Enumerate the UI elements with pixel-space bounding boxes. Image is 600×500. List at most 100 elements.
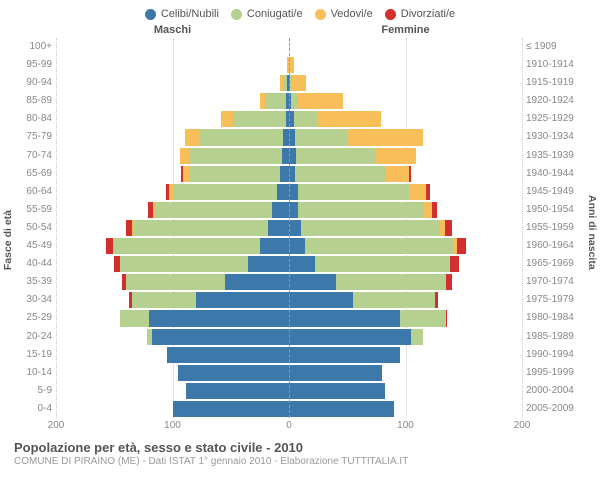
age-label: 20-24 [10,328,52,346]
yaxis-right-labels: ≤ 19091910-19141915-19191920-19241925-19… [522,38,590,418]
header-male: Maschi [56,24,289,36]
age-label: 85-89 [10,92,52,110]
age-label: 75-79 [10,128,52,146]
birth-year-label: 2005-2009 [526,400,590,418]
birth-year-label: 1915-1919 [526,74,590,92]
birth-year-label: 1925-1929 [526,110,590,128]
male-bar [56,347,289,363]
x-tick: 200 [514,420,531,431]
age-label: 55-59 [10,201,52,219]
male-bar [56,238,289,254]
legend-label: Coniugati/e [247,8,303,20]
female-bar [289,238,522,254]
legend-item: Divorziati/e [385,8,455,20]
legend-swatch [231,9,242,20]
male-bar [56,220,289,236]
footer-title: Popolazione per età, sesso e stato civil… [14,440,590,455]
female-bar [289,292,522,308]
male-bar [56,310,289,326]
female-bar [289,129,522,145]
male-bar [56,292,289,308]
age-label: 50-54 [10,219,52,237]
male-bar [56,401,289,417]
birth-year-label: 1985-1989 [526,328,590,346]
age-label: 70-74 [10,147,52,165]
legend-swatch [145,9,156,20]
female-bar [289,401,522,417]
footer-subtitle: COMUNE DI PIRAINO (ME) - Dati ISTAT 1° g… [14,456,590,467]
birth-year-label: 1960-1964 [526,237,590,255]
x-tick: 100 [397,420,414,431]
female-bar [289,75,522,91]
legend-label: Vedovi/e [331,8,373,20]
legend-swatch [315,9,326,20]
male-bar [56,365,289,381]
legend-item: Vedovi/e [315,8,373,20]
female-bar [289,256,522,272]
male-bar [56,75,289,91]
male-bar [56,129,289,145]
female-bar [289,184,522,200]
legend-item: Coniugati/e [231,8,303,20]
age-label: 25-29 [10,309,52,327]
yaxis-left-title: Fasce di età [2,210,14,270]
column-headers: Maschi Femmine [10,24,590,36]
male-bar [56,57,289,73]
male-bar [56,202,289,218]
male-bar [56,166,289,182]
female-bar [289,93,522,109]
age-label: 60-64 [10,183,52,201]
female-bar [289,383,522,399]
yaxis-right-title: Anni di nascita [586,195,598,270]
age-label: 65-69 [10,165,52,183]
age-label: 80-84 [10,110,52,128]
male-bar [56,329,289,345]
age-label: 30-34 [10,291,52,309]
population-pyramid-chart: Celibi/Nubili Coniugati/e Vedovi/e Divorzia… [0,0,600,500]
male-bar [56,184,289,200]
male-bar [56,39,289,55]
male-bar [56,93,289,109]
age-label: 40-44 [10,255,52,273]
female-bar [289,166,522,182]
header-female: Femmine [289,24,522,36]
birth-year-label: 1970-1974 [526,273,590,291]
birth-year-label: 1910-1914 [526,56,590,74]
x-axis: 200 100 0 100 200 [10,420,590,434]
x-tick: 200 [48,420,65,431]
x-tick: 100 [164,420,181,431]
footer: Popolazione per età, sesso e stato civil… [10,440,590,467]
birth-year-label: 1950-1954 [526,201,590,219]
female-bar [289,365,522,381]
male-bar [56,383,289,399]
male-bar [56,148,289,164]
age-label: 0-4 [10,400,52,418]
age-label: 95-99 [10,56,52,74]
female-bar [289,111,522,127]
age-label: 100+ [10,38,52,56]
birth-year-label: 2000-2004 [526,382,590,400]
legend-swatch [385,9,396,20]
female-bar [289,329,522,345]
age-label: 15-19 [10,346,52,364]
male-bar [56,111,289,127]
birth-year-label: 1930-1934 [526,128,590,146]
x-axis-ticks: 2001000100200 [56,420,522,434]
center-line [289,38,290,418]
plot-area [56,38,522,418]
female-bar [289,202,522,218]
x-tick: 0 [286,420,292,431]
birth-year-label: 1975-1979 [526,291,590,309]
female-bar [289,347,522,363]
birth-year-label: 1920-1924 [526,92,590,110]
birth-year-label: ≤ 1909 [526,38,590,56]
age-label: 35-39 [10,273,52,291]
birth-year-label: 1995-1999 [526,364,590,382]
birth-year-label: 1955-1959 [526,219,590,237]
male-bar [56,256,289,272]
birth-year-label: 1945-1949 [526,183,590,201]
legend-label: Divorziati/e [401,8,455,20]
female-bar [289,220,522,236]
age-label: 5-9 [10,382,52,400]
legend-item: Celibi/Nubili [145,8,219,20]
